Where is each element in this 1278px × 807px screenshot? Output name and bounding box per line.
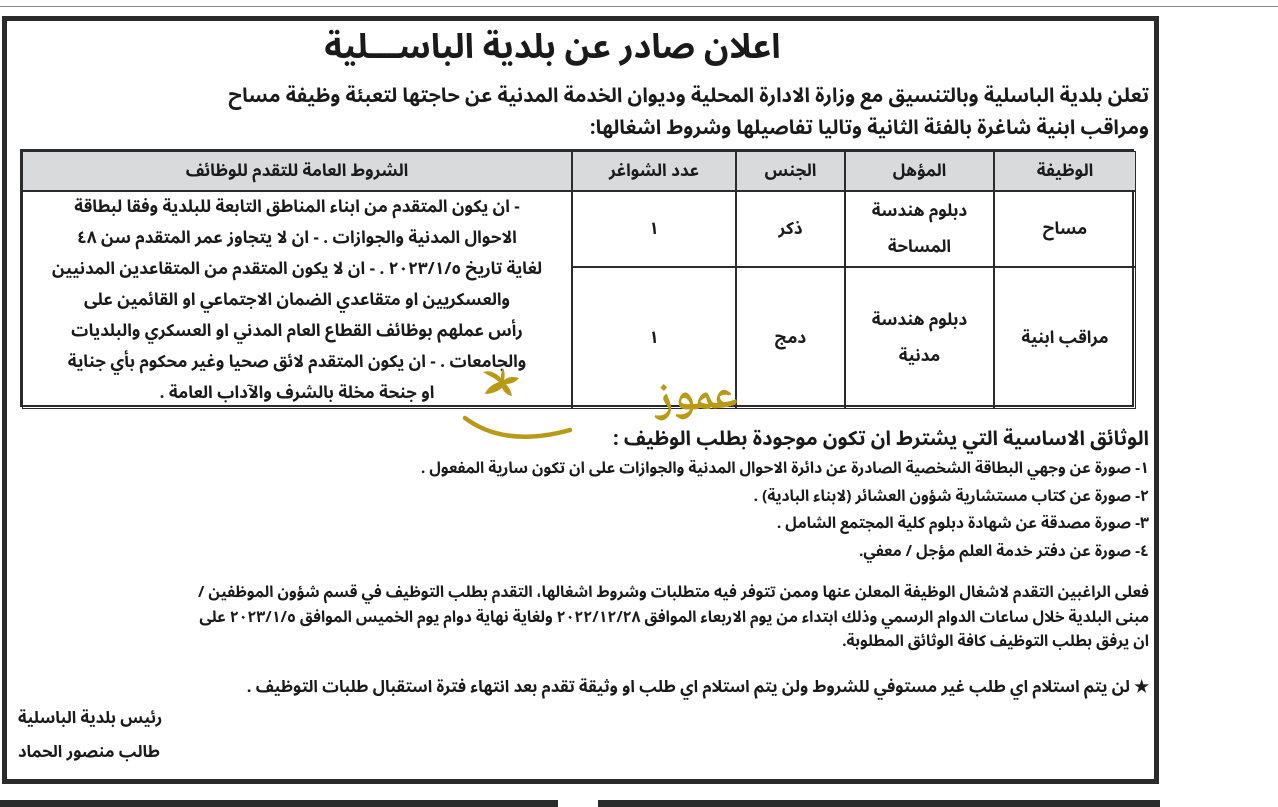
svg-text:عموز: عموز <box>651 360 740 442</box>
